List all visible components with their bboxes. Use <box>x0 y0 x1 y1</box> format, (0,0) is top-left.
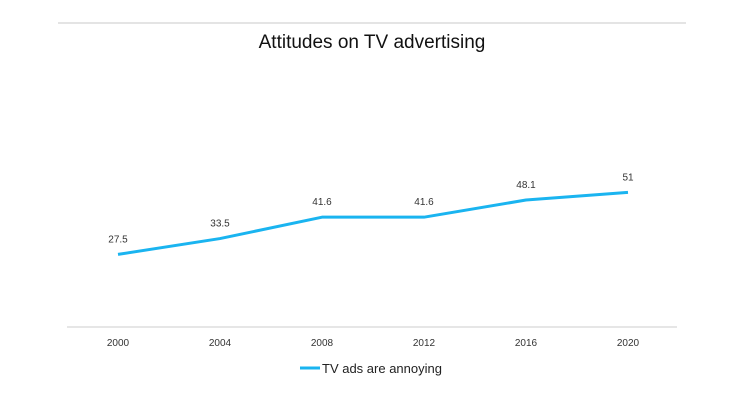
data-label: 41.6 <box>312 197 332 208</box>
data-label: 51 <box>622 172 634 183</box>
legend: TV ads are annoying <box>300 361 442 376</box>
data-label: 33.5 <box>210 219 230 230</box>
x-tick-label: 2016 <box>515 338 538 349</box>
data-label: 48.1 <box>516 180 536 191</box>
chart-title: Attitudes on TV advertising <box>259 32 486 53</box>
x-tick-label: 2020 <box>617 338 640 349</box>
series-line <box>117 190 629 256</box>
x-tick-label: 2004 <box>209 338 232 349</box>
x-tick-label: 2000 <box>107 338 130 349</box>
data-label: 27.5 <box>108 234 128 245</box>
x-tick-label: 2008 <box>311 338 334 349</box>
data-label: 41.6 <box>414 197 434 208</box>
legend-label: TV ads are annoying <box>322 361 442 376</box>
x-tick-label: 2012 <box>413 338 436 349</box>
